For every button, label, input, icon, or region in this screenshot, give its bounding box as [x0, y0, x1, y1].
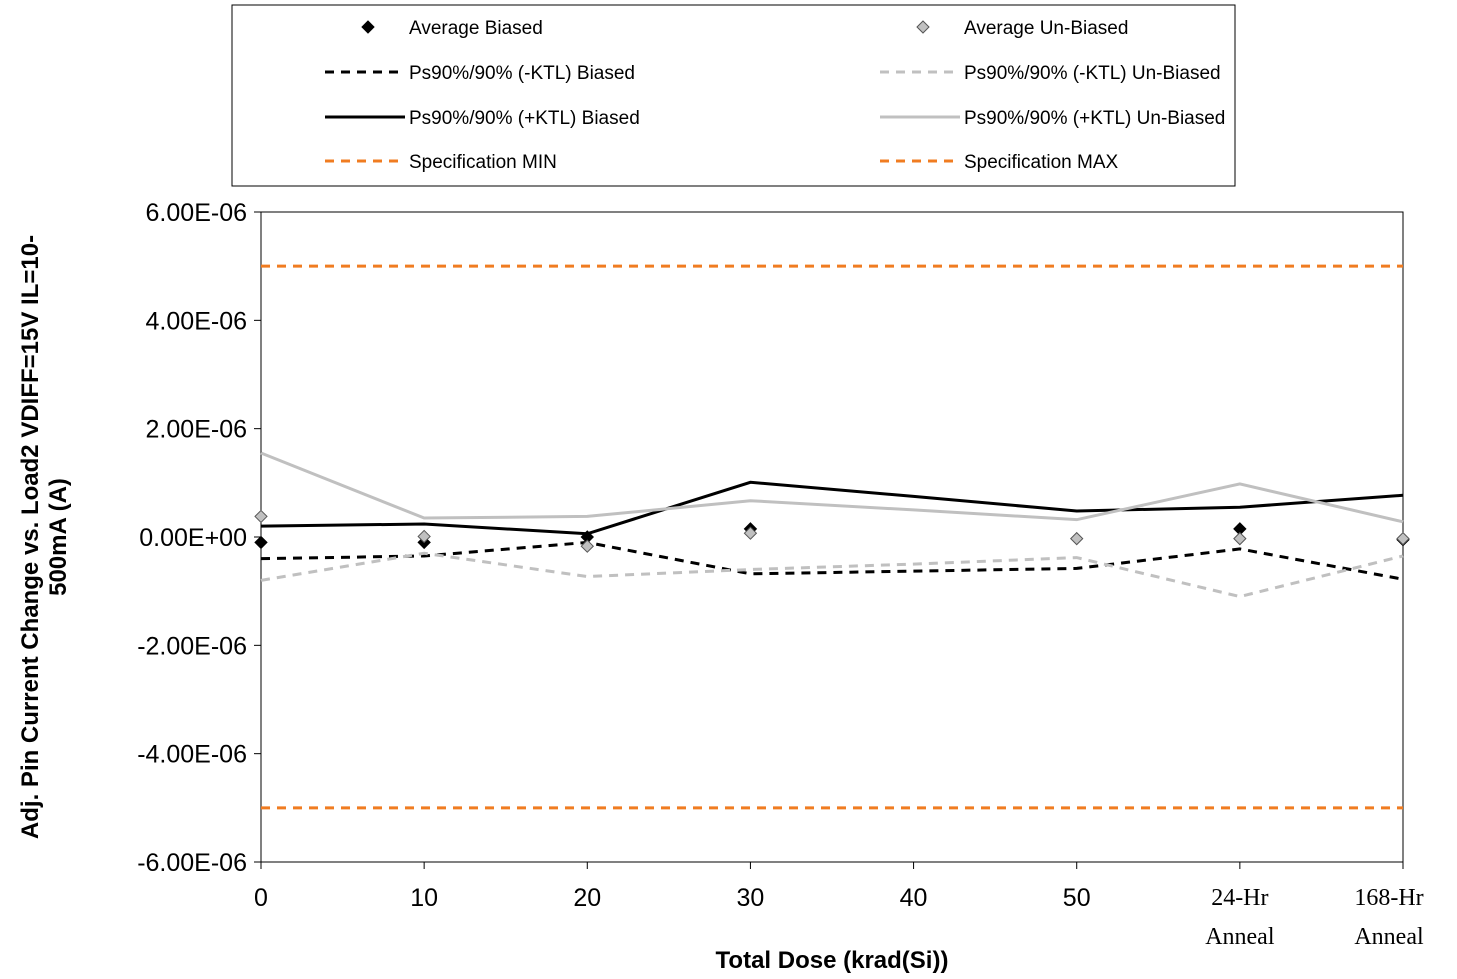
legend-item: Average Un-Biased	[916, 18, 1128, 39]
x-tick-label: 50	[1063, 884, 1091, 912]
x-tick-label: Anneal	[1205, 924, 1275, 950]
series-line	[260, 480, 1404, 536]
data-point	[1070, 531, 1084, 546]
y-tick-label: -4.00E-06	[137, 741, 247, 769]
legend-label: Ps90%/90% (+KTL) Un-Biased	[964, 108, 1225, 129]
legend-label: Ps90%/90% (-KTL) Un-Biased	[964, 63, 1221, 84]
series-lines	[260, 264, 1404, 810]
y-tick-label: 4.00E-06	[146, 307, 247, 335]
x-tick-label: 10	[410, 884, 438, 912]
legend-item: Ps90%/90% (-KTL) Biased	[325, 63, 635, 84]
x-tick-label: 168-Hr	[1354, 885, 1423, 911]
series-markers	[254, 509, 1410, 553]
x-tick-label: Anneal	[1354, 924, 1424, 950]
y-tick-label: 2.00E-06	[146, 416, 247, 444]
series-line	[260, 551, 1404, 599]
y-tick-label: 6.00E-06	[146, 199, 247, 227]
y-axis: 6.00E-06 4.00E-06 2.00E-06 0.00E+00 -2.00E-0…	[137, 199, 261, 877]
legend-label: Specification MIN	[409, 152, 557, 173]
plot-frame	[260, 211, 1404, 863]
y-tick-label: 0.00E+00	[139, 524, 247, 552]
data-point	[254, 535, 268, 550]
legend-label: Ps90%/90% (+KTL) Biased	[409, 108, 640, 129]
legend-item: Ps90%/90% (+KTL) Biased	[325, 108, 640, 129]
legend-swatch	[916, 20, 930, 34]
legend-label: Average Un-Biased	[964, 18, 1128, 39]
legend-swatch	[361, 20, 375, 34]
x-tick-label: 40	[900, 884, 928, 912]
legend-label: Average Biased	[409, 18, 543, 39]
x-tick-label: 20	[573, 884, 601, 912]
x-axis-title: Total Dose (krad(Si))	[716, 947, 949, 974]
legend-label: Specification MAX	[964, 152, 1119, 173]
x-tick-label: 30	[737, 884, 765, 912]
data-point	[1396, 531, 1410, 546]
legend-item: Ps90%/90% (-KTL) Un-Biased	[880, 63, 1221, 84]
x-axis: 0 10 20 30 40 50 24-Hr Anneal 168-Hr Anneal	[254, 862, 1424, 950]
legend-item: Specification MAX	[880, 152, 1119, 173]
legend-label: Ps90%/90% (-KTL) Biased	[409, 63, 635, 84]
y-tick-label: -2.00E-06	[137, 632, 247, 660]
series-line	[260, 451, 1404, 524]
data-point	[417, 529, 431, 544]
data-point	[743, 526, 758, 540]
y-axis-title-line2: 500mA (A)	[45, 478, 72, 596]
x-tick-label: 0	[254, 884, 268, 912]
legend-item: Specification MIN	[325, 152, 557, 173]
data-point	[580, 539, 594, 553]
y-tick-label: -6.00E-06	[137, 849, 247, 877]
data-point	[254, 509, 268, 524]
y-axis-title: Adj. Pin Current Change vs. Load2 VDIFF=…	[17, 235, 72, 839]
legend-frame	[231, 4, 1236, 187]
legend-item: Average Biased	[361, 18, 543, 39]
y-axis-title-line1: Adj. Pin Current Change vs. Load2 VDIFF=…	[17, 235, 44, 839]
data-point	[1233, 531, 1247, 546]
x-tick-label: 24-Hr	[1211, 885, 1268, 911]
plot-area: 6.00E-06 4.00E-06 2.00E-06 0.00E+00 -2.00E-0…	[137, 199, 1424, 950]
legend-item: Ps90%/90% (+KTL) Un-Biased	[880, 108, 1225, 129]
legend: Average Biased Average Un-Biased Ps90%/90%…	[231, 4, 1236, 187]
